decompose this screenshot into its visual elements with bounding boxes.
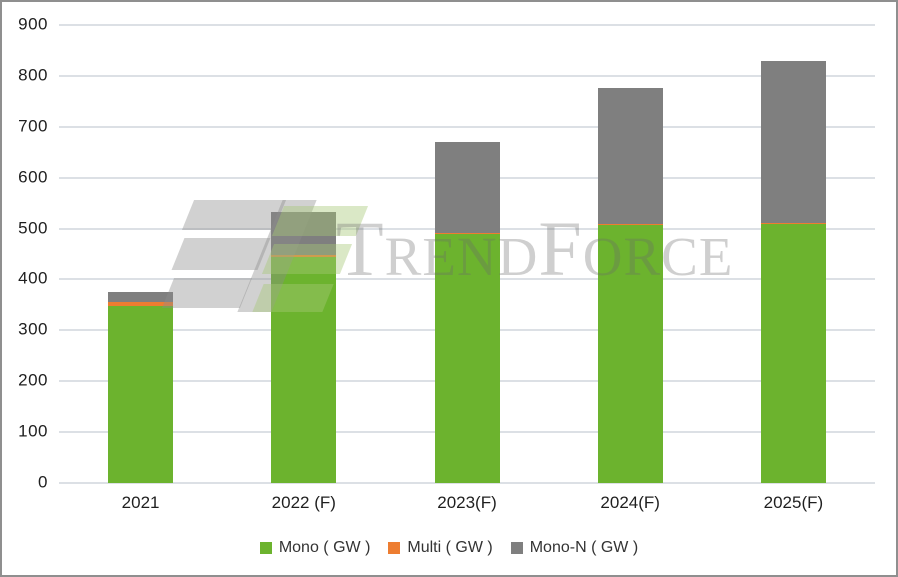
legend-label: Mono-N ( GW ) [529, 539, 639, 556]
gridline [59, 24, 875, 26]
bar-segment-2022 (F)-multi [271, 254, 337, 257]
trendforce-watermark-text: TrendForce [336, 205, 734, 292]
gridline [59, 74, 875, 77]
bar-segment-2022 (F)-mono-n [271, 212, 337, 255]
logo-stripe [161, 278, 253, 308]
y-axis-tick-label: 600 [18, 167, 48, 187]
legend-item-multi: Multi ( GW ) [388, 539, 493, 557]
y-axis-tick-label: 400 [18, 269, 48, 289]
gridline [59, 125, 875, 128]
x-axis-category-label: 2021 [121, 493, 160, 512]
y-axis-tick-label: 100 [18, 421, 48, 441]
y-axis-tick-label: 700 [18, 116, 48, 136]
legend-swatch-icon [510, 542, 523, 554]
x-axis-category-label: 2023(F) [437, 493, 497, 512]
y-axis-tick-label: 800 [18, 65, 48, 85]
x-axis-category-label: 2025(F) [763, 493, 824, 512]
bar-segment-2024(F)-mono [597, 224, 663, 483]
y-axis-tick-label: 0 [38, 472, 48, 492]
bar-segment-2022 (F)-mono [271, 256, 337, 483]
bar-segment-2023(F)-multi [434, 232, 500, 234]
bar-segment-2021-mono [108, 305, 174, 483]
legend: Mono ( GW ) Multi ( GW ) Mono-N ( GW ) [2, 539, 896, 557]
bar-segment-2024(F)-mono-n [597, 88, 663, 224]
bar-segment-2025(F)-mono [760, 223, 826, 483]
legend-item-mono: Mono ( GW ) [259, 539, 371, 557]
x-axis-category-label: 2024(F) [600, 493, 660, 512]
bar-segment-2024(F)-multi [597, 223, 663, 225]
bar-segment-2021-mono-n [108, 292, 174, 303]
bar-segment-2021-multi [108, 302, 174, 306]
y-axis-tick-label: 300 [18, 319, 48, 339]
x-axis-category-label: 2022 (F) [271, 493, 336, 512]
legend-swatch-icon [259, 542, 272, 554]
bar-segment-2025(F)-mono-n [760, 60, 826, 224]
legend-item-mono-n: Mono-N ( GW ) [510, 539, 639, 557]
bar-segment-2023(F)-mono-n [434, 142, 500, 233]
gridline [59, 482, 875, 484]
legend-label: Mono ( GW ) [278, 539, 371, 556]
y-axis-tick-label: 200 [18, 370, 48, 390]
bar-segment-2025(F)-multi [760, 223, 826, 224]
legend-label: Multi ( GW ) [407, 539, 493, 556]
y-axis-tick-label: 900 [18, 14, 48, 34]
bar-segment-2023(F)-mono [434, 233, 500, 483]
y-axis-tick-label: 500 [18, 218, 48, 238]
legend-swatch-icon [388, 542, 401, 554]
logo-stripe [171, 238, 271, 270]
